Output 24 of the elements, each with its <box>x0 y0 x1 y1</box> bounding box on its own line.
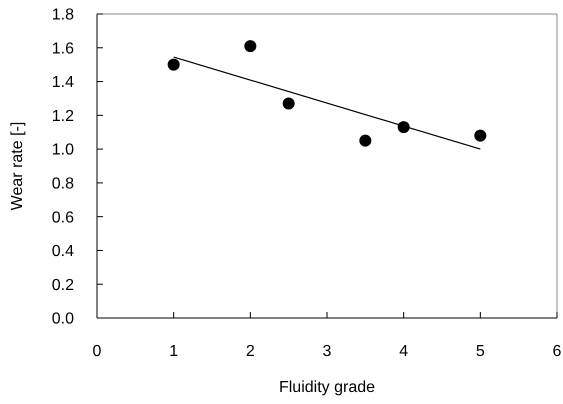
y-tick-label: 0.2 <box>52 276 74 294</box>
y-tick-label: 0.0 <box>52 310 74 328</box>
y-tick-label: 0.4 <box>52 243 74 260</box>
y-axis-title: Wear rate [-] <box>9 122 26 210</box>
point <box>244 40 256 52</box>
y-tick-label: 1.8 <box>52 6 74 24</box>
x-tick-label: 3 <box>322 343 332 360</box>
y-tick-label: 0.6 <box>52 209 74 226</box>
x-axis-title: Fluidity grade <box>278 379 376 396</box>
y-tick-label: 0.8 <box>52 175 74 192</box>
y-tick-label: 1.4 <box>52 74 74 92</box>
x-tick-label: 0 <box>92 343 102 360</box>
point <box>474 130 486 142</box>
x-tick-label: 4 <box>399 343 408 360</box>
point <box>282 98 295 110</box>
y-tick-label: 1.2 <box>52 108 74 125</box>
y-tick-label: 1.0 <box>52 142 74 159</box>
x-tick-label: 1 <box>169 343 178 360</box>
point <box>359 134 372 147</box>
y-tick-label: 1.6 <box>52 40 74 58</box>
point <box>168 58 180 71</box>
x-tick-label: 6 <box>552 343 562 360</box>
x-tick-label: 5 <box>476 343 485 360</box>
x-tick-label: 2 <box>246 343 255 360</box>
